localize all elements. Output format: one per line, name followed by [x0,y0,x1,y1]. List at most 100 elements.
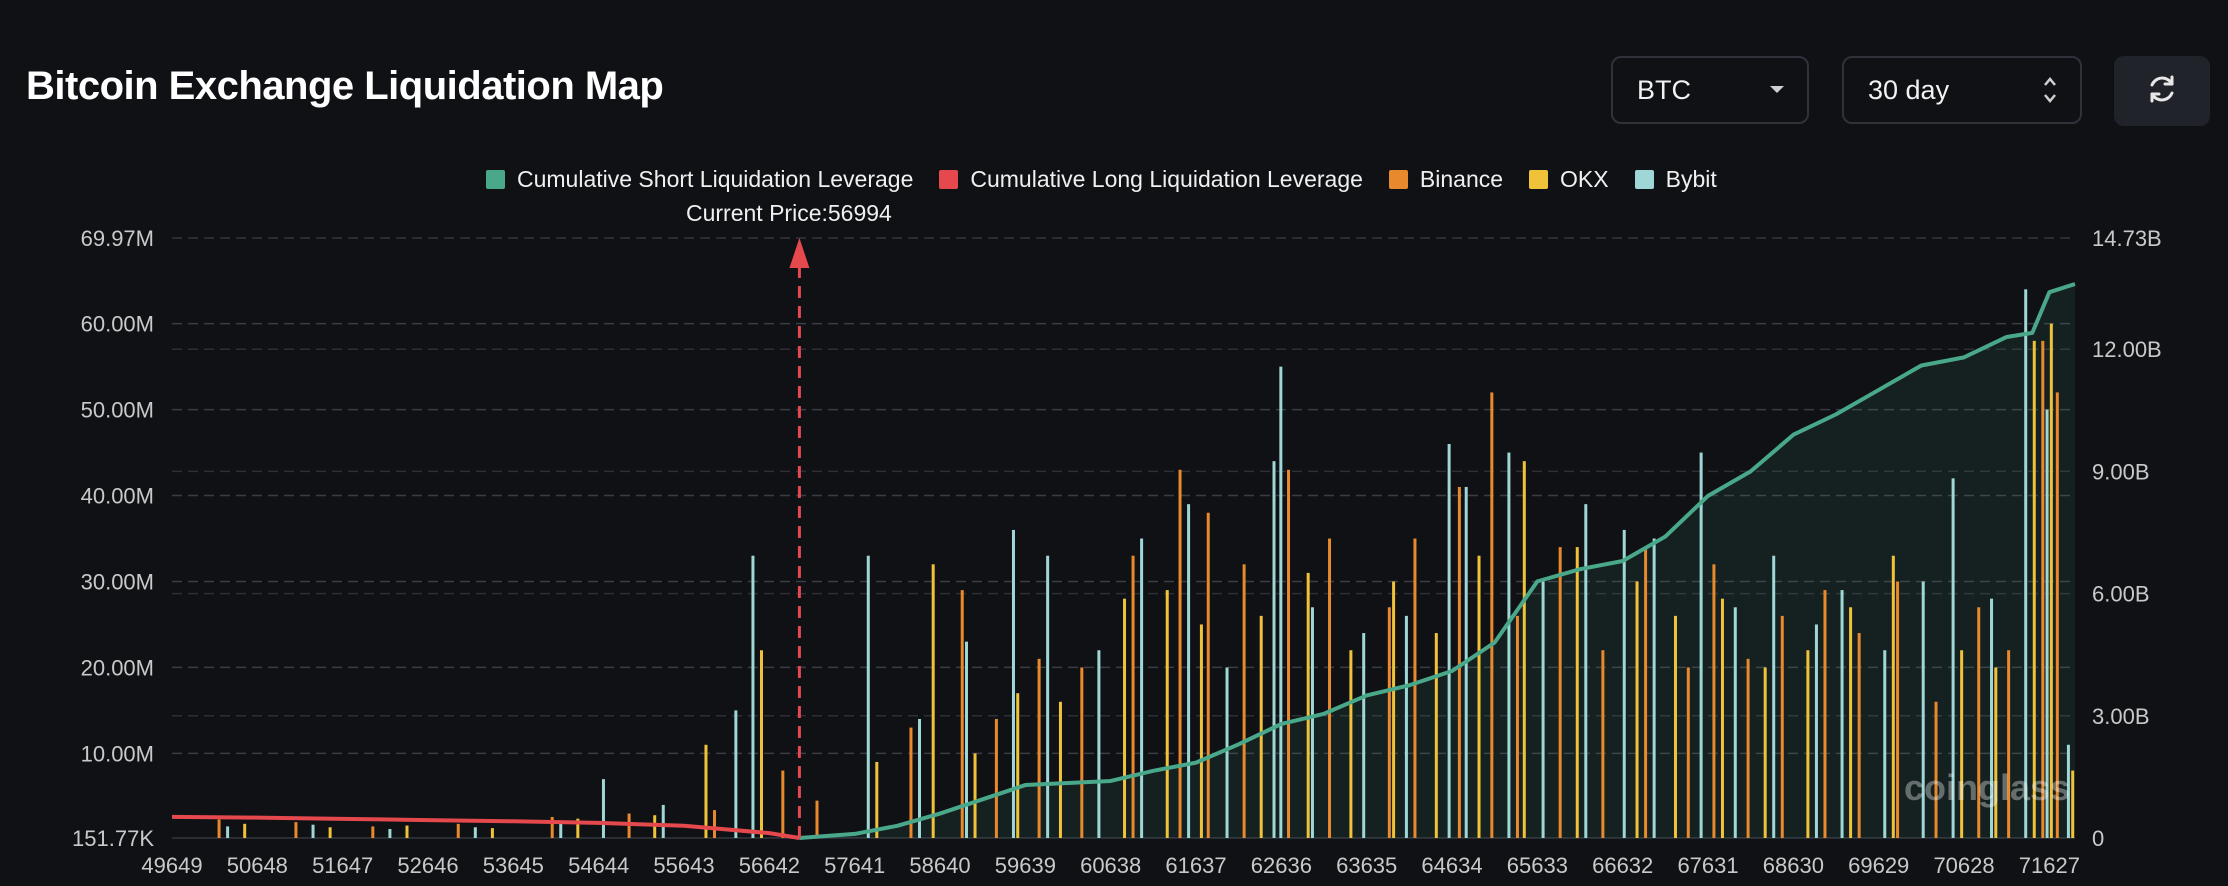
bar-bybit [1584,504,1588,838]
bar-binance [1558,547,1562,838]
watermark: coinglass [1904,767,2070,808]
y-right-tick-label: 14.73B [2092,226,2162,251]
legend-label: OKX [1560,166,1609,192]
y-right-tick-label: 9.00B [2092,459,2150,484]
x-tick-label: 53645 [483,853,544,878]
chevron-down-icon [1769,58,1785,122]
bar-okx [243,823,247,838]
x-tick-label: 52646 [397,853,458,878]
bar-okx [576,818,580,838]
bars-layer [217,289,2075,838]
x-tick-label: 58640 [909,853,970,878]
x-tick-label: 69629 [1848,853,1909,878]
bar-okx [1673,615,1677,838]
legend-item-okx[interactable]: OKX [1529,166,1609,193]
legend-label: Bybit [1665,166,1717,192]
bar-okx [1720,598,1724,838]
page-title: Bitcoin Exchange Liquidation Map [26,64,664,108]
bar-bybit [1362,633,1366,838]
bar-bybit [1310,607,1314,838]
bar-binance [960,590,964,838]
bar-binance [1131,555,1135,838]
bar-okx [1259,615,1263,838]
bar-bybit [388,828,392,838]
bar-okx [1849,607,1853,838]
long-cumulative-line [171,814,800,840]
y-left-tick-label: 30.00M [81,569,154,594]
up-down-chevron-icon [2042,58,2058,122]
period-select[interactable]: 30 day [1842,56,2082,124]
bar-okx [1349,650,1353,838]
bar-bybit [661,804,665,838]
current-price-marker [789,238,810,838]
bar-okx [328,827,332,838]
bar-bybit [1464,486,1468,838]
x-tick-label: 57641 [824,853,885,878]
legend-swatch [1529,170,1549,189]
bar-bybit [1652,538,1656,838]
bar-okx [1392,581,1396,838]
x-tick-label: 51647 [312,853,373,878]
bar-bybit [559,822,563,838]
bar-bybit [1990,598,1994,838]
bar-okx [1994,667,1998,838]
bar-okx [1522,461,1526,838]
y-right-tick-label: 0 [2092,826,2104,851]
bar-binance [1413,538,1417,838]
bar-okx [1763,667,1767,838]
x-tick-label: 71627 [2019,853,2080,878]
current-price-label: Current Price:56994 [686,200,892,226]
bar-bybit [1951,478,1955,838]
legend-item-binance[interactable]: Binance [1388,166,1504,193]
y-right-tick-label: 12.00B [2092,337,2162,362]
bar-binance [1977,607,1981,838]
bar-binance [1206,512,1210,838]
bar-okx [2049,323,2053,838]
x-tick-label: 56642 [739,853,800,878]
bar-bybit [918,718,922,838]
y-left-tick-label: 10.00M [81,741,154,766]
bar-bybit [866,555,870,838]
bar-okx [1960,650,1964,838]
bar-okx [405,825,409,838]
bar-binance [1080,667,1084,838]
bar-binance [2041,340,2045,838]
coin-select[interactable]: BTC [1611,56,1809,124]
coin-select-value: BTC [1637,74,1691,105]
bar-bybit [964,641,968,838]
y-left-tick-label: 50.00M [81,398,154,423]
y-left-tick-label: 151.77K [72,826,154,851]
bar-okx [1891,555,1895,838]
bar-binance [713,810,717,838]
short-area-fill [799,284,2075,838]
x-tick-label: 65633 [1507,853,1568,878]
bar-okx [1806,650,1810,838]
refresh-icon [2145,72,2179,111]
bar-bybit [751,555,755,838]
bar-binance [1037,658,1041,838]
legend-label: Binance [1419,166,1504,192]
cumulative-lines [171,282,2076,840]
bar-bybit [1225,667,1229,838]
bar-okx [1434,633,1438,838]
bar-okx [1123,598,1127,838]
bar-binance [909,727,913,838]
legend-item-bybit[interactable]: Bybit [1634,166,1717,193]
bar-binance [781,770,785,838]
bar-bybit [734,710,738,838]
y-right-tick-label: 6.00B [2092,582,2150,607]
legend-item-short[interactable]: Cumulative Short Liquidation Leverage [486,166,913,193]
bar-bybit [226,826,230,838]
bar-bybit [1447,443,1451,838]
refresh-button[interactable] [2114,56,2210,126]
legend-swatch [1388,170,1408,189]
bar-okx [490,828,494,838]
legend-item-long[interactable]: Cumulative Long Liquidation Leverage [939,166,1363,193]
bar-binance [456,823,460,838]
bar-binance [1780,615,1784,838]
x-tick-label: 66632 [1592,853,1653,878]
bar-okx [653,815,657,838]
x-tick-label: 50648 [227,853,288,878]
bar-bybit [1840,590,1844,838]
